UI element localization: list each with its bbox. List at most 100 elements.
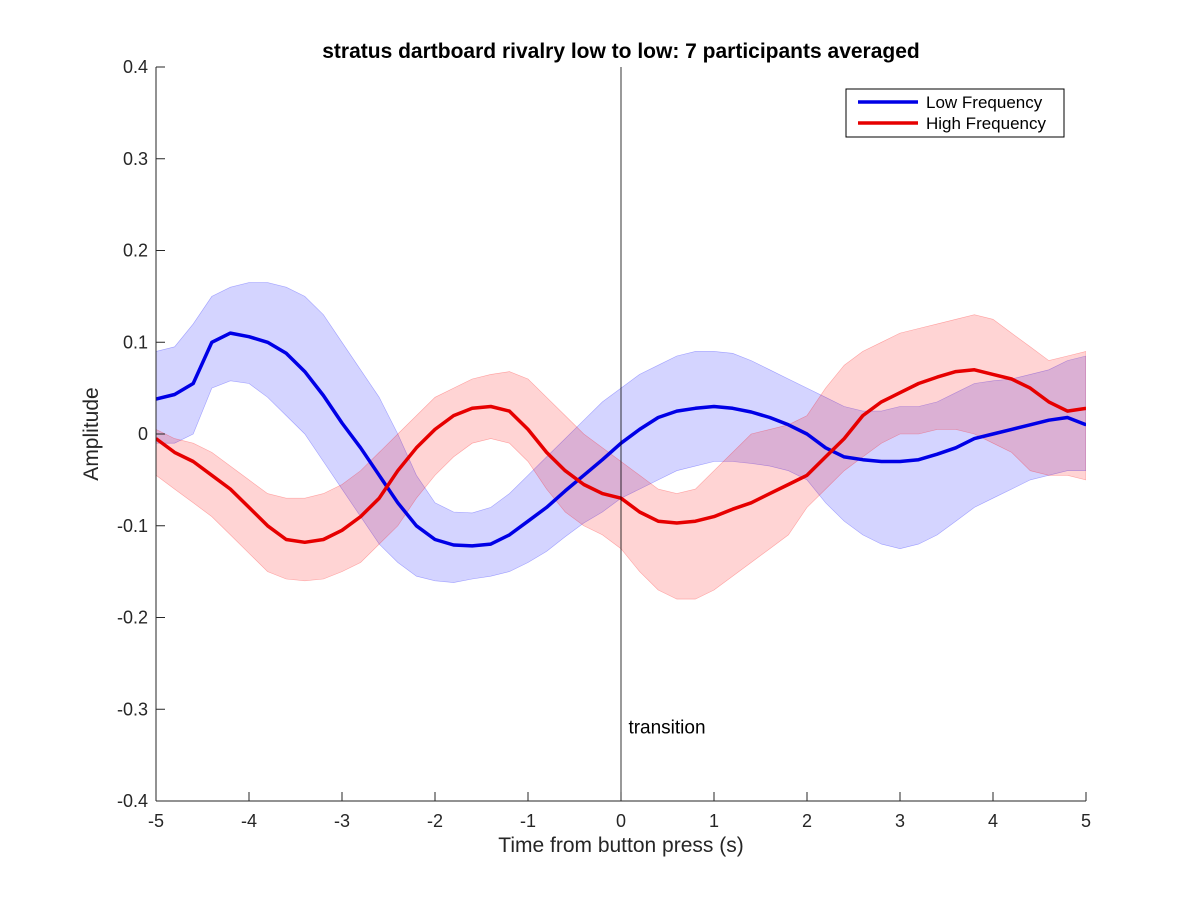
data-point-0-6 xyxy=(266,341,269,344)
x-axis-label: Time from button press (s) xyxy=(498,834,743,857)
data-point-1-31 xyxy=(731,508,734,511)
data-point-1-21 xyxy=(545,451,548,454)
data-point-0-12 xyxy=(378,474,381,477)
data-point-0-3 xyxy=(210,341,213,344)
data-point-0-31 xyxy=(731,407,734,410)
data-point-1-7 xyxy=(285,538,288,541)
data-point-1-17 xyxy=(471,407,474,410)
y-tick-label-3: -0.1 xyxy=(117,516,148,536)
data-point-0-37 xyxy=(843,455,846,459)
data-point-1-3 xyxy=(210,474,213,477)
data-point-0-44 xyxy=(973,437,976,440)
data-point-1-9 xyxy=(322,538,325,541)
legend-box xyxy=(845,88,1065,138)
data-point-0-38 xyxy=(861,458,864,461)
data-point-0-24 xyxy=(601,458,604,461)
data-point-0-7 xyxy=(285,352,288,355)
data-point-1-28 xyxy=(675,521,678,525)
data-point-1-2 xyxy=(192,460,195,463)
data-point-0-16 xyxy=(452,543,455,547)
data-point-0-1 xyxy=(173,393,176,396)
data-point-0-36 xyxy=(824,446,827,449)
data-point-1-14 xyxy=(415,446,418,449)
data-point-1-19 xyxy=(508,409,511,413)
data-point-1-49 xyxy=(1066,409,1069,413)
data-point-0-50 xyxy=(1084,423,1086,426)
y-axis-label: Amplitude xyxy=(80,387,103,480)
data-point-0-23 xyxy=(582,474,585,477)
data-point-1-20 xyxy=(526,428,530,431)
data-point-1-41 xyxy=(917,382,920,385)
data-point-0-9 xyxy=(322,394,325,397)
data-point-1-37 xyxy=(843,437,846,440)
data-point-0-34 xyxy=(787,423,790,426)
data-point-1-44 xyxy=(973,368,976,371)
data-point-1-35 xyxy=(805,474,809,477)
data-point-1-12 xyxy=(378,497,381,500)
series-band-1 xyxy=(156,314,1086,600)
y-tick-label-6: 0.2 xyxy=(123,241,148,261)
legend-label-0: Low Frequency xyxy=(926,93,1043,112)
data-point-0-43 xyxy=(954,446,957,449)
legend: Low Frequency High Frequency xyxy=(845,88,1065,138)
data-point-1-6 xyxy=(266,524,269,527)
axes: -5 -4 -3 -2 -1 0 1 2 3 4 5 -0.4 -0.3 -0.2 -0.1 0 0.1 0.2 0… xyxy=(117,57,1091,831)
y-tick-label-1: -0.3 xyxy=(117,699,148,719)
data-point-0-18 xyxy=(489,542,492,546)
x-tick-label-10: 5 xyxy=(1081,811,1091,831)
data-point-1-27 xyxy=(657,520,660,523)
data-point-1-1 xyxy=(173,451,176,454)
data-point-1-15 xyxy=(433,428,437,431)
x-tick-label-6: 1 xyxy=(709,811,719,831)
data-point-1-24 xyxy=(601,492,604,495)
x-tick-label-4: -1 xyxy=(520,811,536,831)
data-point-0-21 xyxy=(545,506,548,509)
x-tick-label-7: 2 xyxy=(802,811,812,831)
y-tick-label-7: 0.3 xyxy=(123,149,148,169)
data-point-1-48 xyxy=(1047,400,1051,404)
data-point-0-14 xyxy=(415,524,418,527)
data-point-1-36 xyxy=(824,455,827,459)
data-point-0-45 xyxy=(991,432,995,436)
data-point-1-11 xyxy=(359,515,362,518)
data-point-0-48 xyxy=(1047,419,1051,422)
y-tick-label-8: 0.4 xyxy=(123,57,148,77)
data-point-1-22 xyxy=(564,469,567,472)
data-point-1-30 xyxy=(712,515,716,518)
x-tick-label-5: 0 xyxy=(616,811,626,831)
data-point-1-8 xyxy=(303,541,306,544)
y-tick-label-5: 0.1 xyxy=(123,332,148,352)
data-point-0-8 xyxy=(303,370,306,373)
data-point-1-43 xyxy=(954,370,957,373)
transition-label: transition xyxy=(628,718,705,739)
x-tick-label-2: -3 xyxy=(334,811,350,831)
data-point-0-22 xyxy=(564,489,567,493)
data-point-1-42 xyxy=(936,375,939,379)
data-point-1-23 xyxy=(582,483,585,486)
data-point-0-15 xyxy=(433,538,437,541)
data-point-0-32 xyxy=(750,410,753,414)
chart-title: stratus dartboard rivalry low to low: 7 … xyxy=(322,40,920,63)
data-point-0-46 xyxy=(1010,428,1013,431)
data-point-0-40 xyxy=(898,460,902,463)
data-point-0-19 xyxy=(508,533,511,537)
data-point-0-49 xyxy=(1066,416,1069,419)
data-point-0-28 xyxy=(675,409,678,413)
data-point-1-10 xyxy=(340,529,344,532)
data-point-0-33 xyxy=(768,416,771,419)
x-tick-label-9: 4 xyxy=(988,811,998,831)
data-point-1-33 xyxy=(768,492,771,495)
data-point-1-32 xyxy=(750,501,753,504)
data-point-1-5 xyxy=(247,506,251,509)
data-point-1-47 xyxy=(1029,386,1032,390)
data-point-1-16 xyxy=(452,414,455,417)
data-point-0-5 xyxy=(247,335,251,338)
data-point-0-39 xyxy=(880,460,883,463)
data-point-0-2 xyxy=(192,382,195,385)
x-tick-label-1: -4 xyxy=(241,811,257,831)
legend-label-1: High Frequency xyxy=(926,114,1047,133)
data-point-0-47 xyxy=(1029,423,1032,426)
data-point-0-13 xyxy=(396,501,399,504)
data-point-1-45 xyxy=(991,373,995,376)
